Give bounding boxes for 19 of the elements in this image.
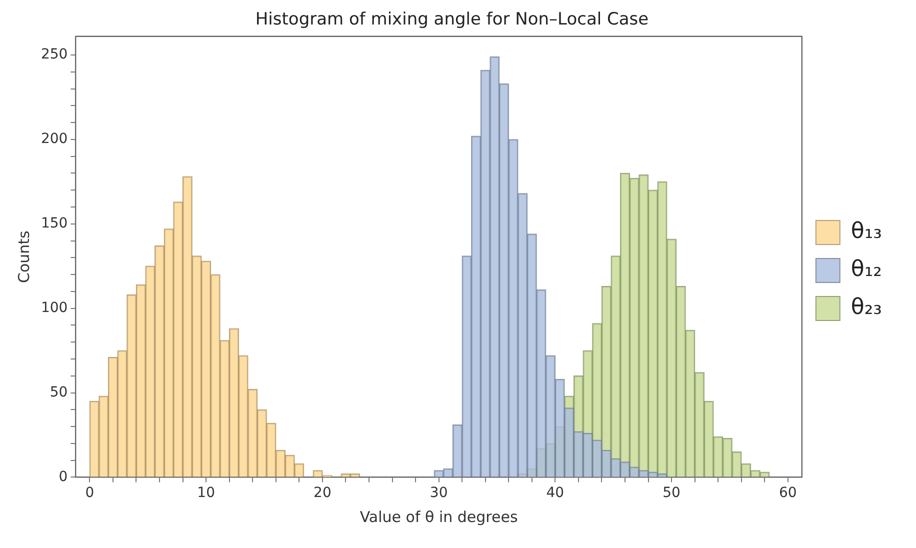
x-tick-label: 40 [546, 485, 564, 502]
y-tick-label: 250 [40, 46, 68, 63]
x-tick-label: 0 [85, 485, 94, 502]
y-tick-label: 0 [58, 468, 68, 485]
y-tick-label: 100 [40, 300, 68, 316]
x-axis-title: Value of θ in degrees [360, 508, 518, 526]
y-tick-label: 200 [40, 131, 68, 148]
legend-label: θ₁₃ [850, 219, 882, 244]
x-tick-label: 30 [430, 485, 448, 502]
x-tick-label: 10 [197, 485, 215, 502]
legend-label: θ₂₃ [850, 295, 882, 320]
x-tick-label: 20 [314, 485, 332, 502]
legend-label: θ₁₂ [850, 257, 882, 282]
x-tick-label: 60 [779, 485, 797, 502]
y-axis-title: Counts [14, 230, 33, 283]
chart-title: Histogram of mixing angle for Non–Local Case [255, 10, 649, 30]
y-tick-label: 50 [50, 384, 68, 400]
x-tick-label: 50 [662, 485, 680, 502]
y-tick-label: 150 [40, 216, 68, 232]
